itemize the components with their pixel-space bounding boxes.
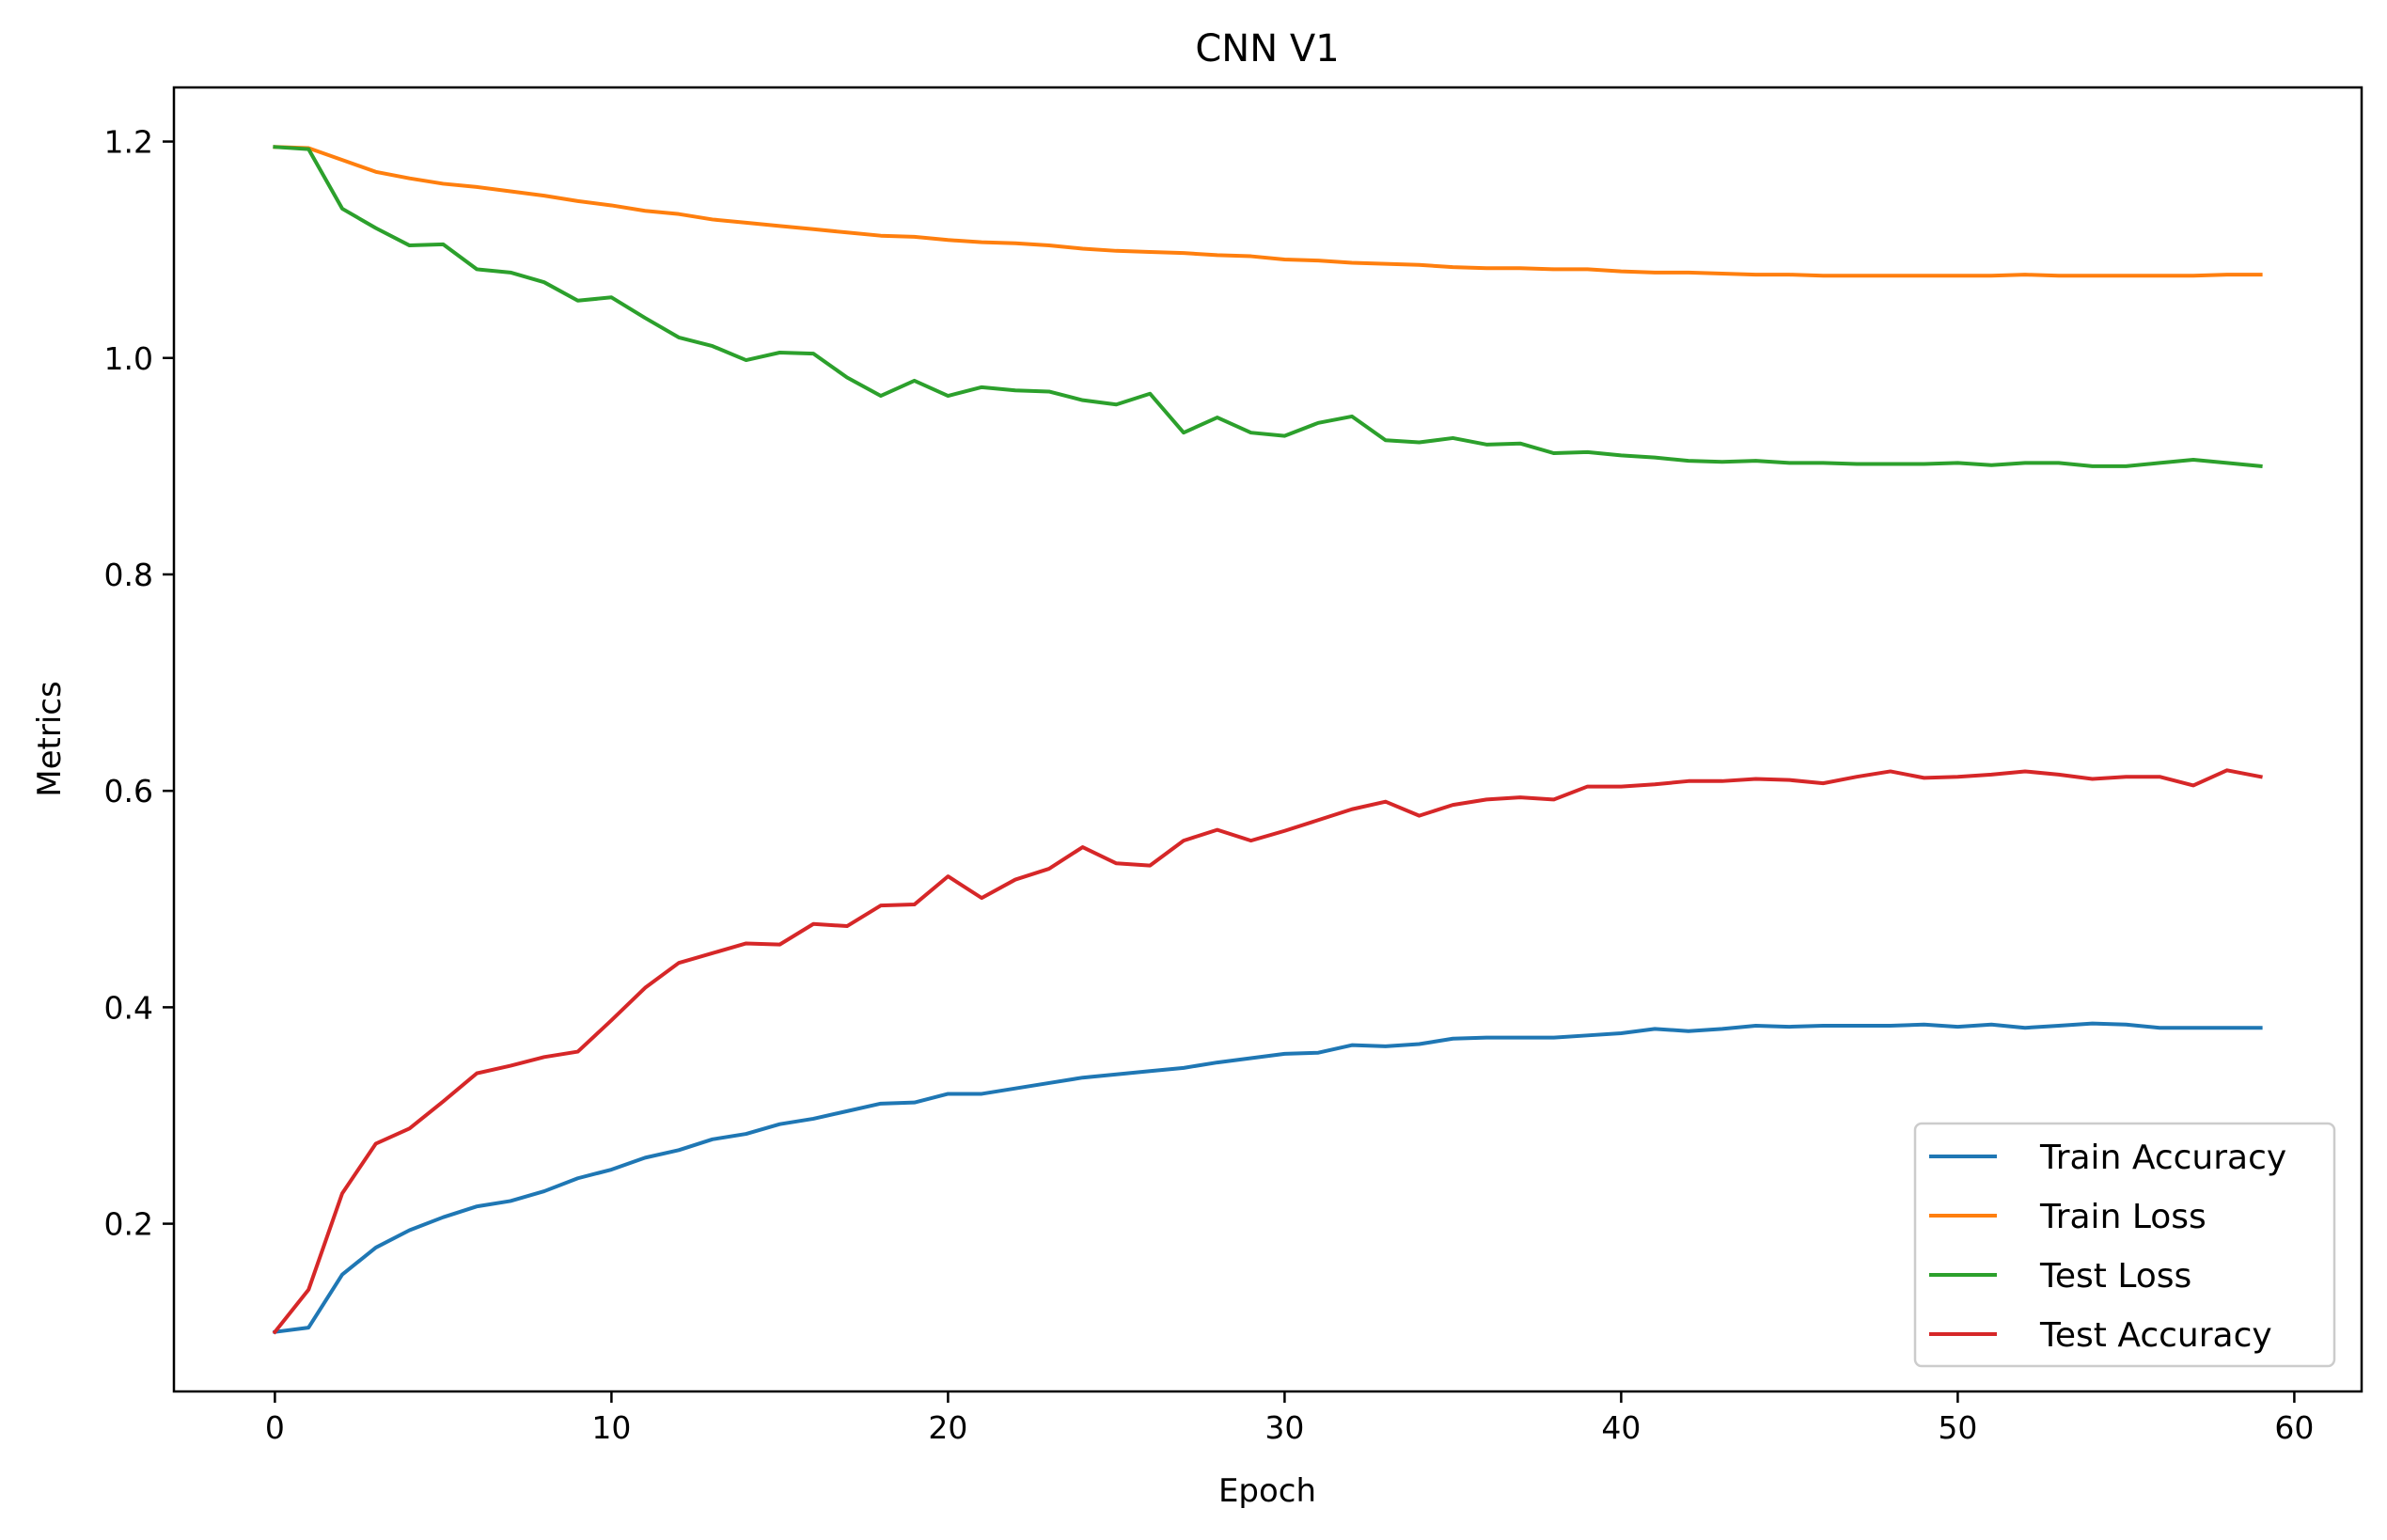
x-tick-label: 30 — [1264, 1409, 1304, 1446]
legend: Train Accuracy Train Loss Test Loss Test Ac… — [1913, 1122, 2336, 1368]
plot-series — [272, 145, 2263, 1335]
x-tick-label: 60 — [2274, 1409, 2314, 1446]
y-tick-label: 1.2 — [104, 124, 153, 161]
legend-label-test-accuracy: Test Accuracy — [2039, 1316, 2272, 1355]
x-tick-label: 10 — [591, 1409, 631, 1446]
legend-label-train-accuracy: Train Accuracy — [2039, 1139, 2286, 1177]
x-axis-ticks: 0 10 20 30 40 50 60 — [265, 1391, 2314, 1446]
y-tick-label: 0.8 — [104, 557, 153, 593]
y-tick-label: 0.6 — [104, 773, 153, 809]
y-tick-label: 1.0 — [104, 340, 153, 377]
x-tick-label: 0 — [265, 1409, 285, 1446]
y-axis-label: Metrics — [31, 681, 69, 796]
series-line-train-accuracy — [273, 1021, 2263, 1334]
chart-title: CNN V1 — [1195, 27, 1339, 71]
x-tick-label: 50 — [1938, 1409, 1977, 1446]
series-line-test-loss — [273, 145, 2263, 469]
y-tick-label: 0.4 — [104, 989, 153, 1026]
series-line-test-accuracy — [272, 768, 2263, 1335]
y-tick-label: 0.2 — [104, 1206, 153, 1243]
x-tick-label: 40 — [1601, 1409, 1641, 1446]
x-axis-label: Epoch — [1218, 1472, 1316, 1510]
legend-label-test-loss: Test Loss — [2039, 1257, 2191, 1296]
x-tick-label: 20 — [928, 1409, 967, 1446]
legend-label-train-loss: Train Loss — [2039, 1198, 2206, 1236]
series-line-train-loss — [273, 145, 2263, 278]
y-axis-ticks: 0.2 0.4 0.6 0.8 1.0 1.2 — [104, 124, 174, 1243]
legend-box — [1913, 1122, 2336, 1368]
plot-area-frame — [172, 86, 2363, 1393]
